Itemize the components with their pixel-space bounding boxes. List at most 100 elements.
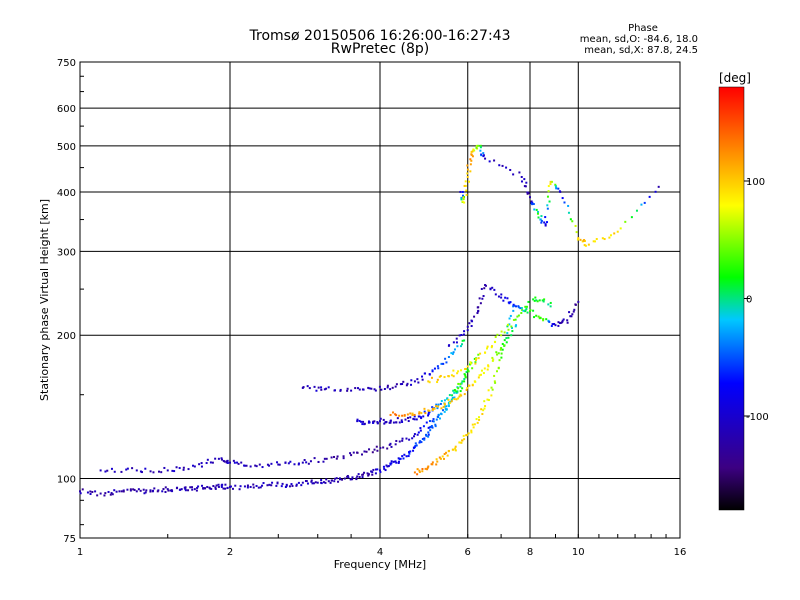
- echo-point: [548, 320, 551, 323]
- echo-point: [487, 364, 490, 367]
- echo-point: [406, 416, 409, 419]
- echo-point: [494, 381, 497, 384]
- echo-point: [398, 440, 401, 443]
- echo-point: [135, 490, 138, 493]
- echo-point: [448, 344, 451, 347]
- echo-point: [559, 322, 562, 325]
- echo-point: [483, 367, 486, 370]
- echo-point: [268, 464, 271, 467]
- echo-point: [464, 367, 467, 370]
- echo-point: [469, 170, 472, 173]
- echo-point: [375, 445, 378, 448]
- echo-point: [546, 221, 549, 224]
- echo-point: [479, 302, 482, 305]
- echo-point: [470, 150, 473, 153]
- echo-point: [443, 410, 446, 413]
- echo-point: [557, 187, 560, 190]
- echo-point: [262, 482, 265, 485]
- echo-point: [372, 420, 375, 423]
- echo-point: [464, 184, 467, 187]
- echo-point: [471, 367, 474, 370]
- echo-point: [139, 489, 142, 492]
- echo-point: [215, 484, 218, 487]
- echo-point: [538, 317, 541, 320]
- echo-point: [330, 456, 333, 459]
- echo-point: [582, 239, 585, 242]
- echo-point: [472, 426, 475, 429]
- echo-point: [460, 334, 463, 337]
- echo-point: [405, 384, 408, 387]
- echo-point: [209, 461, 212, 464]
- echo-point: [494, 336, 497, 339]
- echo-point: [440, 362, 443, 365]
- echo-point: [94, 490, 97, 493]
- echo-point: [382, 418, 385, 421]
- echo-point: [530, 202, 533, 205]
- echo-point: [440, 407, 443, 410]
- echo-point: [427, 414, 430, 417]
- echo-point: [491, 286, 494, 289]
- echo-point: [395, 461, 398, 464]
- echo-point: [457, 397, 460, 400]
- echo-point: [406, 382, 409, 385]
- echo-point: [526, 311, 529, 314]
- y-tick-label: 750: [57, 58, 76, 69]
- echo-point: [197, 485, 200, 488]
- echo-point: [246, 486, 249, 489]
- echo-point: [171, 490, 174, 493]
- echo-point: [525, 305, 528, 308]
- echo-point: [447, 356, 450, 359]
- echo-point: [324, 481, 327, 484]
- echo-point: [439, 402, 442, 405]
- echo-point: [224, 483, 227, 486]
- colorbar-tick-label: -100: [746, 412, 769, 423]
- echo-point: [459, 190, 462, 193]
- echo-point: [342, 457, 345, 460]
- echo-point: [456, 390, 459, 393]
- echo-point: [466, 368, 469, 371]
- echo-point: [537, 210, 540, 213]
- echo-point: [475, 418, 478, 421]
- echo-point: [413, 418, 416, 421]
- echo-point: [193, 488, 196, 491]
- echo-point: [329, 481, 332, 484]
- echo-point: [252, 486, 255, 489]
- echo-point: [451, 396, 454, 399]
- echo-point: [339, 388, 342, 391]
- echo-point: [352, 451, 355, 454]
- echo-point: [305, 480, 308, 483]
- echo-point: [380, 388, 383, 391]
- echo-point: [609, 234, 612, 237]
- echo-point: [206, 485, 209, 488]
- echo-point: [519, 307, 522, 310]
- echo-point: [86, 491, 89, 494]
- echo-point: [640, 203, 643, 206]
- echo-point: [509, 168, 512, 171]
- echo-point: [394, 443, 397, 446]
- echo-point: [463, 380, 466, 383]
- echo-point: [466, 164, 469, 167]
- echo-point: [471, 155, 474, 158]
- echo-point: [81, 488, 84, 491]
- echo-point: [482, 372, 485, 375]
- echo-point: [390, 462, 393, 465]
- echo-point: [419, 440, 422, 443]
- echo-point: [295, 484, 298, 487]
- echo-point: [524, 185, 527, 188]
- echo-point: [313, 385, 316, 388]
- echo-point: [418, 471, 421, 474]
- echo-point: [368, 421, 371, 424]
- echo-point: [416, 473, 419, 476]
- echo-point: [401, 414, 404, 417]
- echo-point: [330, 479, 333, 482]
- echo-point: [220, 485, 223, 488]
- echo-point: [448, 394, 451, 397]
- echo-point: [220, 457, 223, 460]
- echo-point: [432, 420, 435, 423]
- echo-point: [460, 394, 463, 397]
- echo-point: [378, 385, 381, 388]
- echo-point: [135, 469, 138, 472]
- echo-point: [546, 204, 549, 207]
- echo-point: [456, 372, 459, 375]
- echo-point: [222, 459, 225, 462]
